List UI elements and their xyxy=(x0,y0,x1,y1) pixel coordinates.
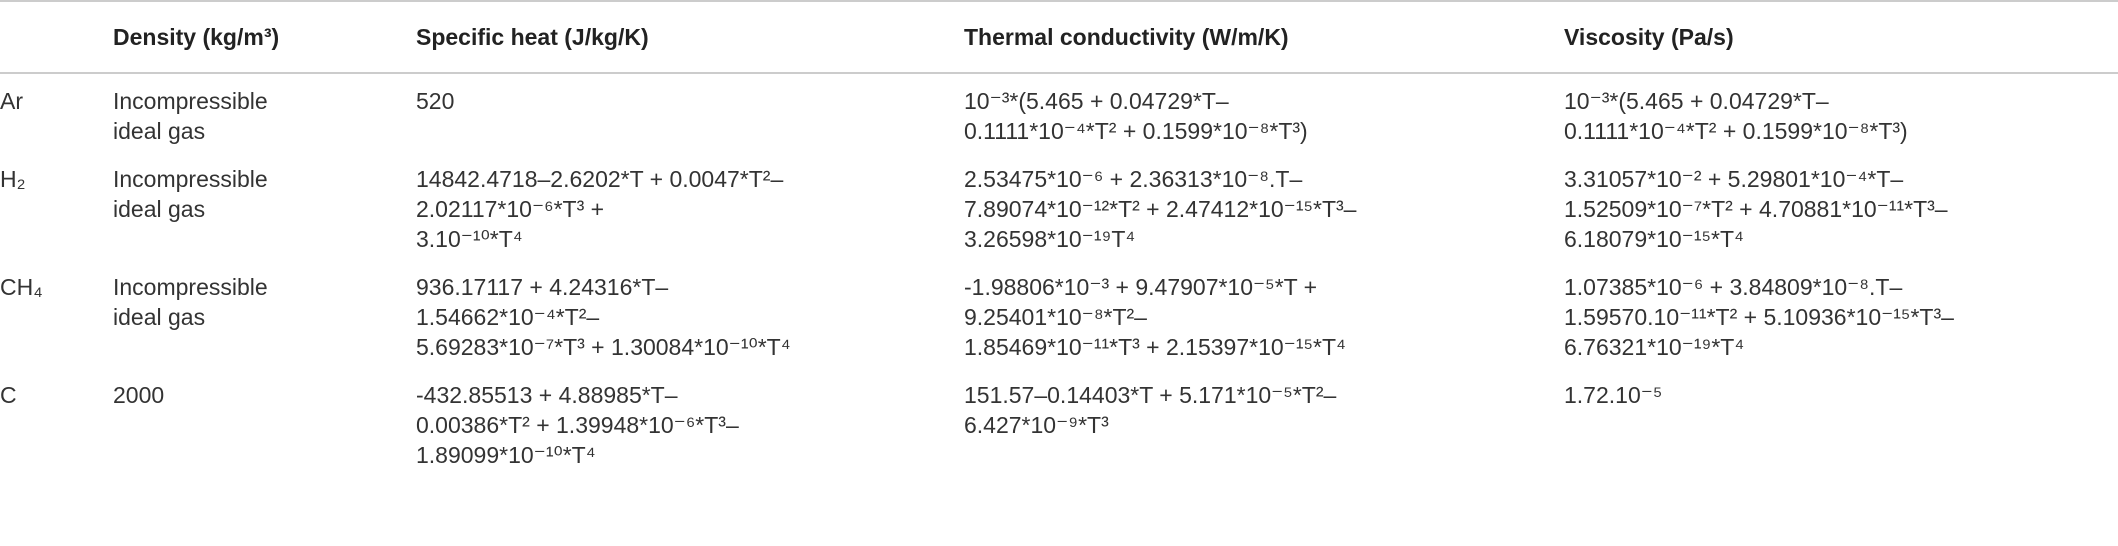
cell-line: 520 xyxy=(416,88,455,114)
cell-line: 0.1111*10⁻⁴*T² + 0.1599*10⁻⁸*T³) xyxy=(964,118,1308,144)
cell-line: 6.427*10⁻⁹*T³ xyxy=(964,412,1109,438)
cell-line: 936.17117 + 4.24316*T– xyxy=(416,274,669,300)
cell-line: 14842.4718–2.6202*T + 0.0047*T²– xyxy=(416,166,784,192)
table-cell: 2.53475*10⁻⁶ + 2.36313*10⁻⁸.T– 7.89074*10… xyxy=(964,152,1564,260)
column-header: Thermal conductivity (W/m/K) xyxy=(964,0,1564,74)
cell-line: 7.89074*10⁻¹²*T² + 2.47412*10⁻¹⁵*T³– xyxy=(964,196,1357,222)
cell-line: 3.10⁻¹⁰*T⁴ xyxy=(416,226,523,252)
table-cell: 10⁻³*(5.465 + 0.04729*T– 0.1111*10⁻⁴*T² +… xyxy=(1564,73,2118,152)
cell-line: 6.18079*10⁻¹⁵*T⁴ xyxy=(1564,226,1744,252)
cell-line: 1.89099*10⁻¹⁰*T⁴ xyxy=(416,442,596,468)
cell-line: 10⁻³*(5.465 + 0.04729*T– xyxy=(964,88,1229,114)
cell-line: -432.85513 + 4.88985*T– xyxy=(416,382,678,408)
header-row: Density (kg/m³) Specific heat (J/kg/K) The… xyxy=(0,0,2118,74)
row-label: Ar xyxy=(0,88,23,114)
table-row: Ar Incompressible ideal gas 520 10⁻³*(5.465 … xyxy=(0,73,2118,152)
table-cell: 3.31057*10⁻² + 5.29801*10⁻⁴*T– 1.52509*10… xyxy=(1564,152,2118,260)
cell-line: 1.07385*10⁻⁶ + 3.84809*10⁻⁸.T– xyxy=(1564,274,1903,300)
cell-line: 2.02117*10⁻⁶*T³ + xyxy=(416,196,605,222)
cell-line: 3.26598*10⁻¹⁹T⁴ xyxy=(964,226,1136,252)
table-row: CH₄ Incompressible ideal gas 936.17117 + 4.… xyxy=(0,260,2118,368)
table-cell: -1.98806*10⁻³ + 9.47907*10⁻⁵*T + 9.25401*… xyxy=(964,260,1564,368)
cell-line: Incompressible xyxy=(113,274,268,300)
table-cell: Incompressible ideal gas xyxy=(113,152,416,260)
row-label: H₂ xyxy=(0,166,26,192)
table-row: H₂ Incompressible ideal gas 14842.4718–2.62… xyxy=(0,152,2118,260)
cell-line: 1.59570.10⁻¹¹*T² + 5.10936*10⁻¹⁵*T³– xyxy=(1564,304,1954,330)
table-cell: 2000 xyxy=(113,368,416,476)
property-table: Density (kg/m³) Specific heat (J/kg/K) The… xyxy=(0,0,2118,476)
cell-line: 2000 xyxy=(113,382,165,408)
row-label: CH₄ xyxy=(0,274,43,300)
cell-line: 6.76321*10⁻¹⁹*T⁴ xyxy=(1564,334,1745,360)
column-header: Density (kg/m³) xyxy=(113,0,416,74)
cell-line: 151.57–0.14403*T + 5.171*10⁻⁵*T²– xyxy=(964,382,1337,408)
cell-line: ideal gas xyxy=(113,196,206,222)
cell-line: ideal gas xyxy=(113,304,206,330)
cell-line: 0.00386*T² + 1.39948*10⁻⁶*T³– xyxy=(416,412,739,438)
cell-line: 2.53475*10⁻⁶ + 2.36313*10⁻⁸.T– xyxy=(964,166,1303,192)
table-cell: Incompressible ideal gas xyxy=(113,260,416,368)
cell-line: 1.85469*10⁻¹¹*T³ + 2.15397*10⁻¹⁵*T⁴ xyxy=(964,334,1346,360)
cell-line: 0.1111*10⁻⁴*T² + 0.1599*10⁻⁸*T³) xyxy=(1564,118,1908,144)
table-row: C 2000 -432.85513 + 4.88985*T– 0.00386*T² +… xyxy=(0,368,2118,476)
cell-line: 9.25401*10⁻⁸*T²– xyxy=(964,304,1147,330)
table-cell: 10⁻³*(5.465 + 0.04729*T– 0.1111*10⁻⁴*T² +… xyxy=(964,73,1564,152)
table-cell: Incompressible ideal gas xyxy=(113,73,416,152)
cell-line: 1.72.10⁻⁵ xyxy=(1564,382,1663,408)
header-corner xyxy=(0,0,113,74)
cell-line: 1.54662*10⁻⁴*T²– xyxy=(416,304,600,330)
row-label: C xyxy=(0,382,17,408)
cell-line: 5.69283*10⁻⁷*T³ + 1.30084*10⁻¹⁰*T⁴ xyxy=(416,334,791,360)
cell-line: 1.52509*10⁻⁷*T² + 4.70881*10⁻¹¹*T³– xyxy=(1564,196,1948,222)
table-cell: -432.85513 + 4.88985*T– 0.00386*T² + 1.39… xyxy=(416,368,964,476)
cell-line: ideal gas xyxy=(113,118,206,144)
column-header: Viscosity (Pa/s) xyxy=(1564,0,2118,74)
cell-line: -1.98806*10⁻³ + 9.47907*10⁻⁵*T + xyxy=(964,274,1318,300)
cell-line: Incompressible xyxy=(113,166,268,192)
table-cell: 1.07385*10⁻⁶ + 3.84809*10⁻⁸.T– 1.59570.10… xyxy=(1564,260,2118,368)
column-header: Specific heat (J/kg/K) xyxy=(416,0,964,74)
cell-line: Incompressible xyxy=(113,88,268,114)
table-cell: 1.72.10⁻⁵ xyxy=(1564,368,2118,476)
table-cell: 520 xyxy=(416,73,964,152)
cell-line: 3.31057*10⁻² + 5.29801*10⁻⁴*T– xyxy=(1564,166,1904,192)
table-cell: 151.57–0.14403*T + 5.171*10⁻⁵*T²– 6.427*1… xyxy=(964,368,1564,476)
table-cell: 936.17117 + 4.24316*T– 1.54662*10⁻⁴*T²– 5.… xyxy=(416,260,964,368)
cell-line: 10⁻³*(5.465 + 0.04729*T– xyxy=(1564,88,1829,114)
table-cell: 14842.4718–2.6202*T + 0.0047*T²– 2.02117*… xyxy=(416,152,964,260)
